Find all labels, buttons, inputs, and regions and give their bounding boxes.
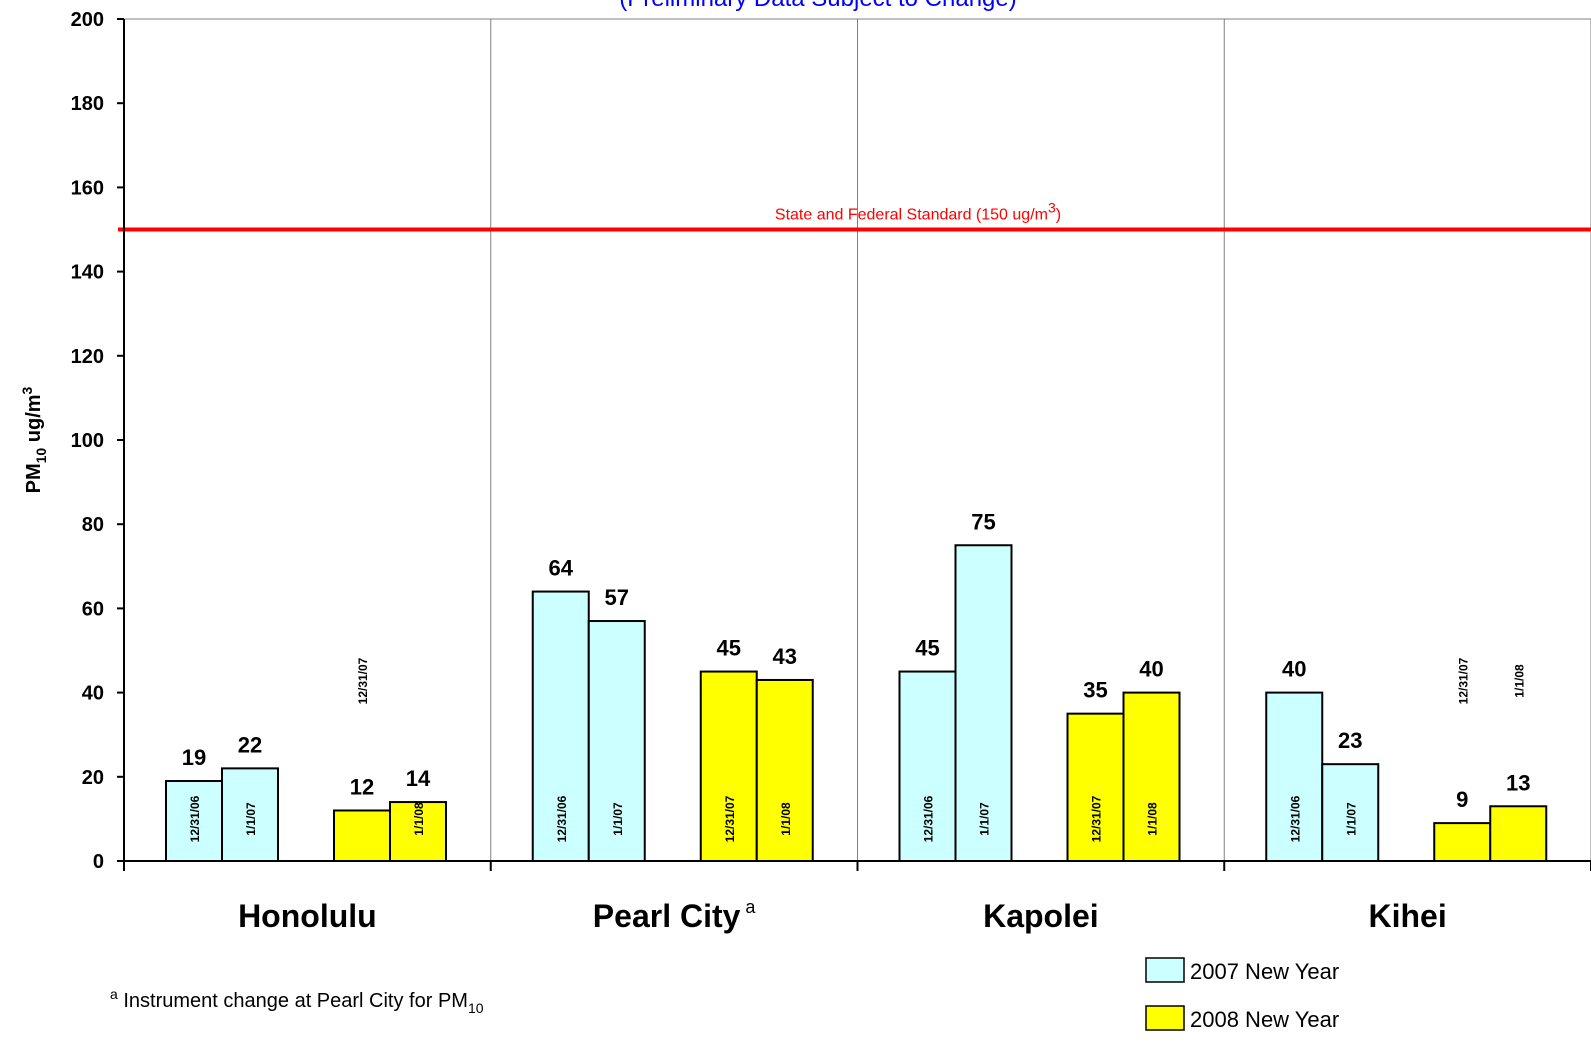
bar <box>1433 822 1492 862</box>
legend-label: 2008 New Year <box>1190 1007 1339 1032</box>
bar-value-label: 45 <box>915 636 939 661</box>
y-tick-label: 60 <box>82 598 104 620</box>
category-name: Pearl City <box>593 898 741 934</box>
bar-date-label: 1/1/08 <box>779 802 793 836</box>
bar-date-label: 1/1/07 <box>978 802 992 836</box>
legend-swatch <box>1145 1005 1185 1031</box>
bar-value-label: 43 <box>773 644 797 669</box>
y-tick-label: 100 <box>71 430 104 452</box>
y-tick-label: 120 <box>71 346 104 368</box>
bar <box>755 678 814 862</box>
bar <box>1122 691 1181 862</box>
bar-value-label: 75 <box>971 509 995 534</box>
y-axis-label-sup: 3 <box>19 386 35 394</box>
category-name: Kihei <box>1369 898 1447 934</box>
bar-date-label: 1/1/08 <box>1146 802 1160 836</box>
standard-label-tail: ) <box>1056 207 1061 224</box>
bar <box>1321 763 1380 862</box>
y-tick-label: 180 <box>71 93 104 115</box>
legend-swatch <box>1145 957 1185 983</box>
bar-date-label: 12/31/07 <box>1456 657 1470 704</box>
bar <box>333 809 391 862</box>
category-name: Kapolei <box>983 898 1099 934</box>
bar-value-label: 9 <box>1456 787 1468 812</box>
bar-value-label: 35 <box>1083 678 1107 703</box>
bar-value-label: 57 <box>605 585 629 610</box>
y-tick-label: 80 <box>82 514 104 536</box>
bar-value-label: 23 <box>1338 728 1362 753</box>
standard-label: State and Federal Standard (150 ug/m3) <box>775 200 1061 224</box>
bar <box>389 801 447 862</box>
bar-date-label: 12/31/07 <box>1090 795 1104 842</box>
category-label: Kihei <box>1369 898 1447 934</box>
bar-value-label: 40 <box>1139 657 1163 682</box>
category-label: Pearl City a <box>593 897 757 934</box>
category-footnote-mark: a <box>740 897 756 917</box>
y-tick-label: 20 <box>82 767 104 789</box>
y-axis-label-sub: 10 <box>33 448 49 464</box>
legend-label: 2007 New Year <box>1190 959 1339 984</box>
y-tick-label: 0 <box>93 851 104 873</box>
bar-date-label: 1/1/08 <box>412 802 426 836</box>
bar-date-label: 12/31/07 <box>723 795 737 842</box>
y-tick-label: 140 <box>71 262 104 284</box>
footnote: a Instrument change at Pearl City for PM… <box>110 986 484 1016</box>
bar-date-label: 1/1/07 <box>1344 802 1358 836</box>
standard-label-main: State and Federal Standard (150 ug/m <box>775 207 1048 224</box>
bar-value-label: 14 <box>406 766 431 791</box>
category-label: Kapolei <box>983 898 1099 934</box>
category-name: Honolulu <box>238 898 377 934</box>
bar-date-label: 12/31/07 <box>356 657 370 704</box>
bar-date-label: 12/31/06 <box>1288 795 1302 842</box>
y-axis-label-tail: ug/m <box>23 394 45 447</box>
bar-value-label: 45 <box>717 636 741 661</box>
bar-value-label: 19 <box>182 745 206 770</box>
footnote-mark: a <box>110 986 118 1002</box>
bar <box>954 544 1013 862</box>
bar-value-label: 12 <box>350 774 374 799</box>
bar-value-label: 64 <box>549 556 574 581</box>
bar-date-label: 12/31/06 <box>922 795 936 842</box>
bar <box>587 620 646 863</box>
footnote-text: Instrument change at Pearl City for PM <box>118 990 468 1012</box>
y-axis-label-base: PM <box>23 463 45 493</box>
y-tick-label: 160 <box>71 177 104 199</box>
chart-subtitle: (Preliminary Data Subject to Change) <box>619 0 1017 12</box>
bar-date-label: 12/31/06 <box>555 795 569 842</box>
bar-value-label: 40 <box>1282 657 1306 682</box>
bar-date-label: 1/1/07 <box>244 802 258 836</box>
bar-date-label: 12/31/06 <box>188 795 202 842</box>
y-tick-label: 40 <box>82 683 104 705</box>
standard-label-sup: 3 <box>1048 200 1056 216</box>
footnote-sub: 10 <box>468 1000 484 1016</box>
bar-value-label: 22 <box>238 732 262 757</box>
y-axis-label: PM10 ug/m3 <box>19 386 49 493</box>
category-label: Honolulu <box>238 898 377 934</box>
bar-value-label: 13 <box>1506 770 1530 795</box>
bar-date-label: 1/1/07 <box>611 802 625 836</box>
bar-date-label: 1/1/08 <box>1512 664 1526 698</box>
y-tick-label: 200 <box>71 9 104 31</box>
bar <box>1489 805 1548 863</box>
